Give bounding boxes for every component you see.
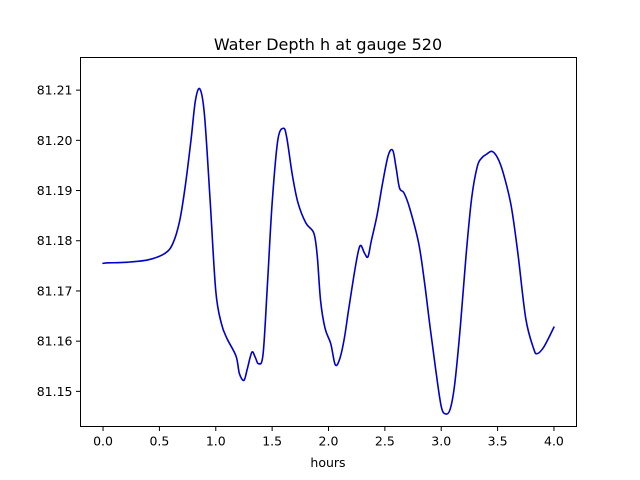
y-tick-label: 81.15 xyxy=(37,384,73,399)
chart-title: Water Depth h at gauge 520 xyxy=(214,35,442,54)
x-tick-label: 2.0 xyxy=(319,434,339,449)
x-tick-label: 0.5 xyxy=(149,434,169,449)
y-tick-label: 81.20 xyxy=(37,133,73,148)
x-axis: 0.0 0.5 1.0 1.5 2.0 2.5 3.0 3.5 4.0 xyxy=(93,426,564,449)
x-axis-label: hours xyxy=(310,455,345,470)
y-tick-label: 81.17 xyxy=(37,283,73,298)
x-tick-label: 1.0 xyxy=(206,434,226,449)
x-tick-label: 2.5 xyxy=(375,434,395,449)
y-axis: 81.15 81.16 81.17 81.18 81.19 81.20 81.21 xyxy=(37,83,81,399)
y-tick-label: 81.19 xyxy=(37,183,73,198)
x-tick-label: 1.5 xyxy=(262,434,282,449)
x-tick-label: 0.0 xyxy=(93,434,113,449)
y-tick-label: 81.18 xyxy=(37,233,73,248)
x-tick-label: 3.5 xyxy=(488,434,508,449)
plot-area xyxy=(102,87,555,415)
y-tick-label: 81.16 xyxy=(37,334,73,349)
x-tick-label: 3.0 xyxy=(431,434,451,449)
y-tick-label: 81.21 xyxy=(37,83,73,98)
series-line xyxy=(102,87,555,415)
x-tick-label: 4.0 xyxy=(544,434,564,449)
